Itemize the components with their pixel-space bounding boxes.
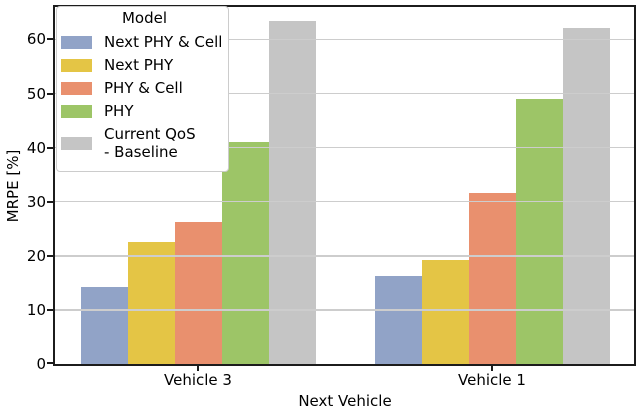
bar-phy-1 [221,141,269,364]
legend-swatch-icon [61,81,92,95]
legend-item-label: Next PHY [104,56,174,74]
legend: Model Next PHY & Cell Next PHY PHY & Cell P… [56,6,229,172]
bar-next-phy-cell-2 [374,275,422,364]
y-tick-20 [47,254,53,257]
y-tick-label-40: 40 [26,138,46,157]
legend-swatch-icon [61,136,92,150]
gridline-30 [55,201,634,203]
legend-swatch-icon [61,35,92,49]
gridline-50 [55,92,634,95]
legend-items: Next PHY & Cell Next PHY PHY & Cell PHY Curr… [61,33,228,161]
legend-item-label: Next PHY & Cell [104,33,223,51]
y-tick-50 [47,92,53,95]
y-tick-label-20: 20 [26,246,46,265]
y-tick-label-30: 30 [26,192,46,211]
x-tick-label-1: Vehicle 3 [164,371,232,389]
y-tick-label-50: 50 [26,84,46,103]
y-tick-40 [47,146,53,149]
bar-phy-cell-1 [174,222,222,364]
legend-item-label: Current QoS - Baseline [104,125,196,161]
legend-item-current-qos-baseline: Current QoS - Baseline [61,125,228,161]
y-tick-0 [47,362,53,364]
y-tick-label-10: 10 [26,300,46,319]
legend-item-label: PHY [104,102,134,120]
legend-swatch-icon [61,58,92,72]
plot-area: Model Next PHY & Cell Next PHY PHY & Cell P… [53,5,636,366]
legend-item-label: PHY & Cell [104,79,183,97]
legend-item-next-phy-cell: Next PHY & Cell [61,33,228,51]
y-tick-label-0: 0 [36,355,46,373]
x-tick-1 [197,366,199,371]
bar-phy-2 [515,99,563,364]
gridline-40 [55,147,634,149]
gridline-10 [55,309,634,311]
x-tick-label-2: Vehicle 1 [458,371,526,389]
y-tick-60 [47,38,53,41]
bar-next-phy-cell-1 [80,286,128,364]
legend-item-phy-cell: PHY & Cell [61,79,228,97]
x-tick-2 [491,366,493,371]
bar-next-phy-1 [127,242,175,364]
legend-item-phy: PHY [61,102,228,120]
y-tick-label-60: 60 [26,30,46,49]
x-axis-label: Next Vehicle [298,392,392,410]
legend-title: Model [121,9,168,27]
gridline-20 [55,255,634,257]
y-tick-30 [47,200,53,203]
bar-phy-cell-2 [468,192,516,364]
y-tick-10 [47,308,53,311]
legend-swatch-icon [61,104,92,118]
y-axis-label: MRPE [%] [4,149,22,223]
bar-current-qos-baseline-2 [562,27,610,364]
legend-item-next-phy: Next PHY [61,56,228,74]
gridline-60 [55,38,634,41]
bar-next-phy-2 [421,260,469,364]
bar-current-qos-baseline-1 [268,20,316,364]
